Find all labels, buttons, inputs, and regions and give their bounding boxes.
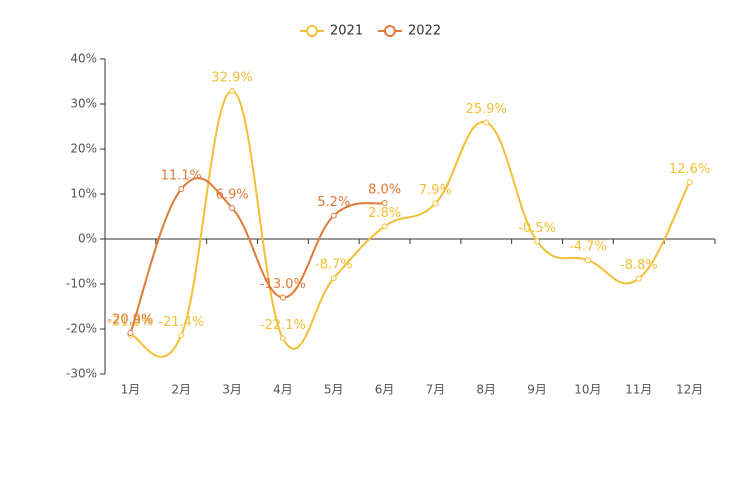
- data-label: 2.8%: [368, 206, 401, 221]
- y-tick-label: 10%: [70, 187, 97, 201]
- data-label: -8.7%: [315, 258, 353, 273]
- point: [330, 212, 337, 219]
- data-label: 11.1%: [161, 169, 202, 184]
- x-tick-label: 8月: [476, 383, 496, 397]
- data-label: -8.8%: [620, 258, 658, 273]
- point: [381, 223, 388, 230]
- data-label: -21.3%: [107, 314, 153, 329]
- point: [229, 87, 236, 94]
- y-tick-label: -20%: [66, 322, 97, 336]
- y-tick-label: 20%: [70, 142, 97, 156]
- y-tick-label: 30%: [70, 97, 97, 111]
- y-tick-label: -30%: [66, 367, 97, 381]
- point: [686, 179, 693, 186]
- data-label: 25.9%: [466, 102, 507, 117]
- data-label: 7.9%: [419, 183, 452, 198]
- legend-label: 2022: [408, 24, 441, 39]
- point: [178, 186, 185, 193]
- point: [127, 330, 134, 337]
- data-label: -20.9%: [107, 313, 153, 328]
- data-label: -13.0%: [260, 277, 306, 292]
- point: [432, 200, 439, 207]
- y-tick-label: 40%: [70, 52, 97, 66]
- y-tick-label: 0%: [78, 232, 97, 246]
- x-tick-label: 2月: [171, 383, 191, 397]
- legend-label: 2021: [330, 24, 363, 39]
- data-label: -4.7%: [569, 240, 607, 255]
- point: [279, 335, 286, 342]
- point: [635, 275, 642, 282]
- data-label: 8.0%: [368, 183, 401, 198]
- data-label: 6.9%: [216, 187, 249, 202]
- point: [178, 332, 185, 339]
- x-tick-label: 6月: [375, 383, 395, 397]
- point: [534, 238, 541, 245]
- x-tick-label: 11月: [625, 383, 652, 397]
- x-tick-label: 12月: [676, 383, 703, 397]
- x-tick-label: 5月: [324, 383, 344, 397]
- data-label: 32.9%: [211, 70, 252, 85]
- data-label: -22.1%: [260, 318, 306, 333]
- x-tick-label: 10月: [574, 383, 601, 397]
- point: [330, 275, 337, 282]
- legend-marker: [384, 25, 396, 37]
- x-tick-label: 1月: [121, 383, 141, 397]
- point: [483, 119, 490, 126]
- point: [229, 204, 236, 211]
- point: [279, 294, 286, 301]
- data-label: 12.6%: [669, 162, 710, 177]
- point: [381, 200, 388, 206]
- y-tick-label: -10%: [66, 277, 97, 291]
- x-tick-label: 9月: [527, 383, 547, 397]
- series-line: [130, 89, 691, 358]
- data-label: 5.2%: [317, 195, 350, 210]
- x-tick-label: 4月: [273, 383, 293, 397]
- point: [584, 257, 591, 264]
- data-label: -21.4%: [158, 315, 204, 330]
- x-tick-label: 7月: [426, 383, 446, 397]
- data-label: -0.5%: [518, 221, 556, 236]
- x-tick-label: 3月: [222, 383, 242, 397]
- legend-marker: [306, 25, 318, 37]
